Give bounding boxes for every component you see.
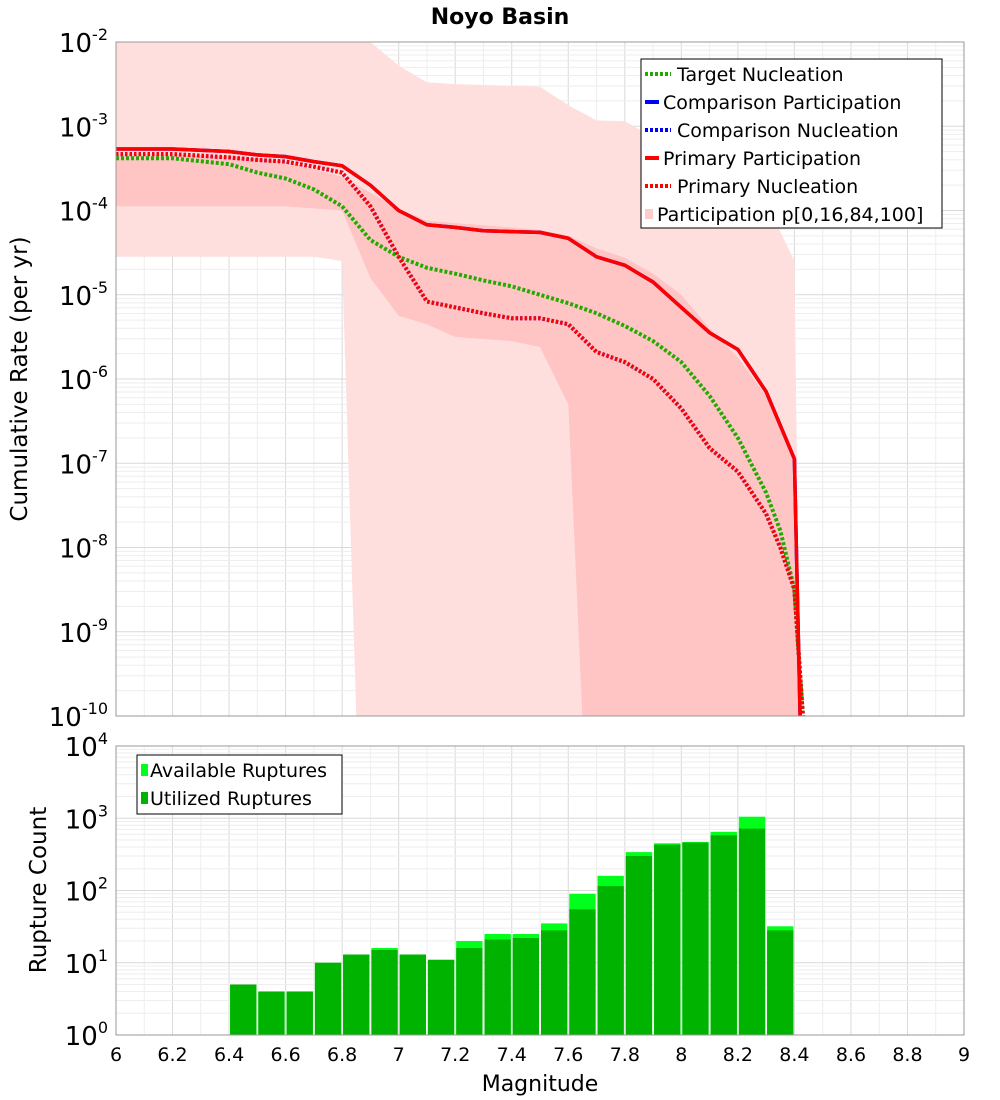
rupture-y-ticks: 100 101 102 103 104 — [65, 729, 108, 1052]
y-tick-label: 10-2 — [59, 25, 108, 59]
chart-title: Noyo Basin — [431, 5, 570, 30]
y-tick-label: 100 — [65, 1018, 108, 1052]
bar-utilized-ruptures — [710, 835, 737, 1035]
rate-legend: Target Nucleation Comparison Participatio… — [640, 58, 943, 229]
rate-y-axis-label: Cumulative Rate (per yr) — [7, 236, 33, 521]
legend-label: Target Nucleation — [676, 64, 844, 86]
y-tick-label: 101 — [65, 946, 108, 980]
x-tick-label: 7 — [393, 1044, 405, 1066]
legend-label: Available Ruptures — [150, 760, 327, 782]
rupture-bars — [230, 816, 794, 1036]
bar-utilized-ruptures — [654, 844, 681, 1035]
y-tick-label: 10-5 — [59, 278, 108, 312]
y-tick-label: 10-4 — [59, 194, 108, 228]
legend-label: Comparison Nucleation — [677, 120, 899, 142]
x-tick-label: 8 — [675, 1044, 687, 1066]
bar-utilized-ruptures — [343, 954, 370, 1035]
y-tick-label: 10-9 — [59, 615, 108, 649]
legend-swatch — [141, 764, 148, 776]
bar-utilized-ruptures — [230, 984, 257, 1035]
y-tick-label: 10-3 — [59, 109, 108, 143]
y-tick-label: 10-10 — [49, 699, 108, 733]
bar-utilized-ruptures — [484, 939, 511, 1035]
bar-utilized-ruptures — [512, 938, 539, 1035]
legend-swatch — [645, 209, 653, 219]
band-p16-p84 — [116, 154, 801, 717]
bar-utilized-ruptures — [427, 959, 455, 1035]
x-tick-label: 7.8 — [610, 1044, 640, 1066]
bar-utilized-ruptures — [682, 842, 709, 1035]
x-tick-label: 6.6 — [270, 1044, 300, 1066]
bar-utilized-ruptures — [569, 909, 596, 1035]
y-tick-label: 102 — [65, 874, 108, 908]
x-tick-label: 8.6 — [836, 1044, 866, 1066]
rate-y-ticks: 10-10 10-9 10-8 10-7 10-6 10-5 10-4 10-3 10-2 — [49, 25, 108, 733]
series-target-nucleation — [116, 156, 805, 717]
y-tick-label: 103 — [65, 801, 108, 835]
series-primary-nucleation — [116, 152, 805, 717]
x-tick-label: 7.4 — [497, 1044, 527, 1066]
bar-utilized-ruptures — [456, 948, 483, 1035]
bar-utilized-ruptures — [738, 828, 766, 1035]
bar-utilized-ruptures — [767, 930, 794, 1035]
rupture-legend-box — [136, 754, 343, 815]
bar-utilized-ruptures — [258, 991, 285, 1035]
legend-swatch — [141, 792, 148, 804]
x-tick-label: 8.8 — [892, 1044, 922, 1066]
bar-utilized-ruptures — [399, 954, 426, 1035]
x-axis-label: Magnitude — [482, 1072, 599, 1097]
x-tick-label: 6 — [110, 1044, 122, 1066]
rupture-plot-frame — [115, 745, 965, 1036]
rupture-legend: Available Ruptures Utilized Ruptures — [136, 754, 343, 815]
x-tick-label: 6.4 — [214, 1044, 244, 1066]
bar-utilized-ruptures — [625, 856, 653, 1035]
rate-legend-box — [640, 58, 943, 229]
magnitude-x-ticks: 6 6.2 6.4 6.6 6.8 7 7.2 7.4 7.6 7.8 8 8.2 8.4 8.6 8.8 9 — [110, 1044, 970, 1066]
bar-utilized-ruptures — [597, 886, 624, 1035]
y-tick-label: 10-7 — [59, 446, 108, 480]
x-tick-label: 6.8 — [327, 1044, 357, 1066]
legend-label: Primary Nucleation — [677, 176, 858, 198]
x-tick-label: 9 — [958, 1044, 970, 1066]
legend-label: Utilized Ruptures — [150, 788, 312, 810]
bar-utilized-ruptures — [541, 930, 568, 1035]
bar-utilized-ruptures — [314, 962, 342, 1036]
x-tick-label: 6.2 — [157, 1044, 187, 1066]
series-primary-participation — [116, 147, 802, 717]
y-tick-label: 104 — [65, 729, 108, 763]
x-tick-label: 8.2 — [723, 1044, 753, 1066]
x-tick-label: 7.6 — [553, 1044, 583, 1066]
bar-utilized-ruptures — [371, 950, 398, 1035]
bar-utilized-ruptures — [286, 991, 313, 1035]
rupture-count-panel: 100 101 102 103 104 6 6.2 6.4 6.6 6.8 7 7.2 7.4 7.6 7… — [26, 729, 970, 1097]
rate-plot-panel: 10-10 10-9 10-8 10-7 10-6 10-5 10-4 10-3 10-2 Cu… — [7, 25, 965, 733]
rate-plot-frame — [115, 41, 965, 717]
legend-label: Primary Participation — [663, 148, 861, 170]
legend-label: Participation p[0,16,84,100] — [657, 204, 923, 226]
x-tick-label: 7.2 — [440, 1044, 470, 1066]
y-tick-label: 10-6 — [59, 362, 108, 396]
rate-series-lines — [116, 147, 805, 717]
legend-label: Comparison Participation — [663, 92, 901, 114]
y-tick-label: 10-8 — [59, 531, 108, 565]
rupture-y-axis-label: Rupture Count — [26, 807, 52, 973]
x-tick-label: 8.4 — [779, 1044, 809, 1066]
